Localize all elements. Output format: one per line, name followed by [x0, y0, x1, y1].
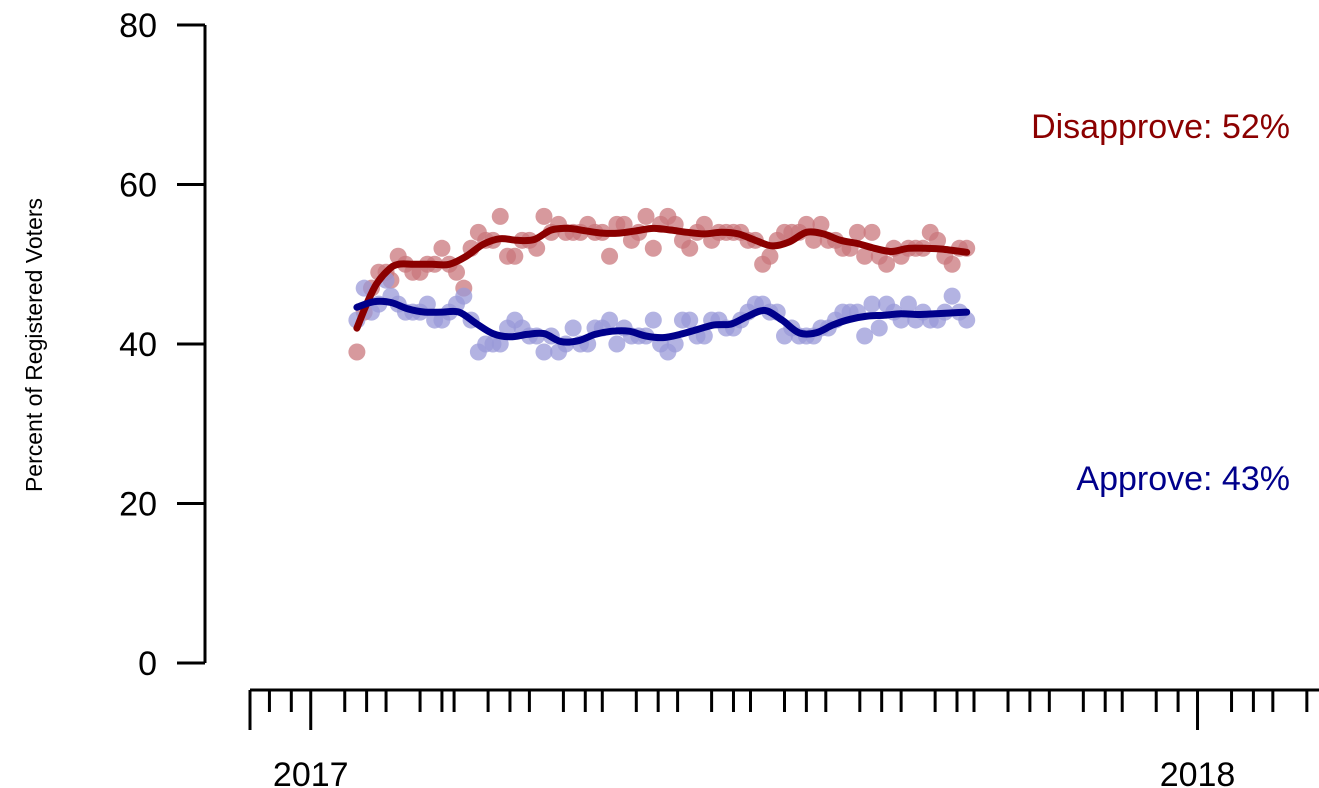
data-point [637, 207, 655, 225]
trend-line-disapprove [353, 224, 971, 332]
data-point [448, 263, 466, 281]
x-axis: 2017 2018 [248, 688, 1319, 788]
trend-lines [353, 224, 971, 346]
data-point [528, 239, 546, 257]
data-point [535, 343, 553, 361]
x-tick-label: 2018 [1160, 756, 1236, 788]
data-point [601, 311, 619, 329]
y-tick-label: 0 [138, 645, 157, 683]
data-point [455, 287, 473, 305]
data-point [870, 319, 888, 337]
y-tick-label: 80 [119, 7, 157, 45]
y-axis: 0 20 40 60 80 [119, 7, 207, 683]
data-point [348, 343, 366, 361]
data-point [418, 295, 436, 313]
data-point [644, 311, 662, 329]
data-point [535, 207, 553, 225]
trend-line-approve [353, 297, 971, 346]
data-point [812, 215, 830, 233]
data-point [601, 247, 619, 265]
data-point [695, 215, 713, 233]
data-point [929, 231, 947, 249]
data-point [433, 239, 451, 257]
data-point [943, 287, 961, 305]
data-point [761, 247, 779, 265]
y-axis-title: Percent of Registered Voters [21, 198, 47, 492]
series-labels: Disapprove: 52% Approve: 43% [1031, 108, 1290, 498]
data-point [506, 247, 524, 265]
data-point [863, 223, 881, 241]
data-point [564, 319, 582, 337]
x-tick-label: 2017 [273, 756, 349, 788]
series-label-disapprove: Disapprove: 52% [1031, 108, 1290, 146]
data-point [644, 239, 662, 257]
data-point [681, 239, 699, 257]
y-tick-label: 40 [119, 326, 157, 364]
data-point [863, 295, 881, 313]
data-point [856, 327, 874, 345]
data-point [899, 295, 917, 313]
series-label-approve: Approve: 43% [1076, 460, 1290, 498]
y-tick-label: 20 [119, 486, 157, 524]
data-point [608, 335, 626, 353]
data-point [878, 255, 896, 273]
y-tick-label: 60 [119, 167, 157, 205]
data-point [943, 255, 961, 273]
data-point [848, 223, 866, 241]
data-point [681, 311, 699, 329]
data-point [856, 247, 874, 265]
data-point [491, 207, 509, 225]
